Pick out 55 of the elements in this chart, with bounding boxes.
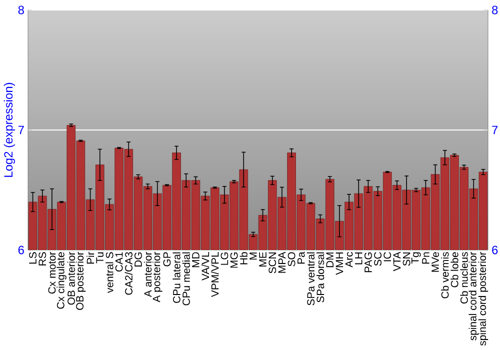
x-tick-label: Cb nucleus bbox=[460, 252, 468, 304]
x-tick-label: CPu medial bbox=[182, 252, 190, 306]
y-axis-title: Log2 (expression) bbox=[4, 82, 15, 177]
x-tick-label: SCN bbox=[268, 252, 276, 274]
x-tick-label: LG bbox=[220, 252, 228, 265]
x-tick-label: VMH bbox=[336, 252, 344, 275]
x-tick-label: SC bbox=[374, 252, 382, 266]
x-tick-label: CPu lateral bbox=[172, 252, 180, 303]
x-tick-label: Pa bbox=[297, 252, 305, 264]
y2-tick-label: 8 bbox=[492, 6, 498, 14]
x-tick-label: LS bbox=[29, 252, 36, 264]
x-tick-label: LH bbox=[355, 252, 362, 264]
x-tick-label: Pn bbox=[422, 252, 430, 264]
x-tick-label: A posterior bbox=[152, 252, 162, 302]
x-tick-label: MG bbox=[230, 252, 238, 268]
y-tick-label: 7 bbox=[18, 126, 24, 134]
x-tick-label: VA/VL bbox=[201, 252, 210, 281]
x-tick-label: Cb vermis bbox=[441, 252, 449, 298]
y2-tick-label: 6 bbox=[492, 246, 498, 254]
x-tick-label: Pir bbox=[86, 252, 94, 264]
x-tick-label: GP bbox=[163, 252, 171, 266]
x-tick-label: DM bbox=[326, 252, 334, 268]
y2-tick-label: 7 bbox=[492, 126, 498, 134]
x-tick-label: spinal cord posterior bbox=[478, 252, 488, 346]
x-tick-label: SPa dorsal bbox=[316, 252, 324, 302]
x-tick-label: OB posterior bbox=[76, 252, 86, 310]
x-tick-label: SO bbox=[288, 252, 296, 266]
x-tick-label: OB anterior bbox=[67, 252, 75, 305]
x-tick-label: Cx cingulate bbox=[56, 252, 66, 309]
x-tick-label: MVe bbox=[432, 252, 439, 272]
x-tick-label: MD bbox=[192, 252, 200, 268]
x-tick-label: SN bbox=[402, 252, 410, 266]
x-tick-label: Cb lobe bbox=[450, 252, 458, 288]
x-tick-label: ME bbox=[259, 252, 266, 267]
x-tick-label: MPA bbox=[278, 252, 286, 273]
x-tick-label: spinal cord anterior bbox=[468, 252, 478, 340]
x-tick-label: VTA bbox=[393, 252, 401, 272]
x-tick-label: VPM/VPL bbox=[211, 252, 219, 297]
x-tick-label: IC bbox=[384, 252, 392, 262]
x-tick-label: Hb bbox=[240, 252, 248, 264]
x-tick-label: DG bbox=[134, 252, 142, 267]
y-tick-label: 6 bbox=[18, 246, 24, 254]
x-tick-label: Tg bbox=[411, 252, 421, 264]
x-tick-label: CA2/CA3 bbox=[124, 252, 132, 295]
x-tick-label: PAG bbox=[364, 252, 372, 272]
x-tick-label: ventral S bbox=[106, 252, 114, 293]
x-tick-label: Tu bbox=[96, 252, 104, 264]
x-tick-label: CA1 bbox=[115, 252, 123, 272]
x-tick-label: RS bbox=[38, 252, 46, 266]
x-tick-label: SPa ventral bbox=[306, 252, 315, 306]
x-tick-label: Arc bbox=[345, 252, 353, 268]
x-tick-label: M bbox=[250, 252, 257, 260]
x-tick-label: A anterior bbox=[144, 252, 152, 298]
x-tick-label: Cx motor bbox=[48, 252, 56, 294]
y-tick-label: 8 bbox=[18, 6, 24, 14]
